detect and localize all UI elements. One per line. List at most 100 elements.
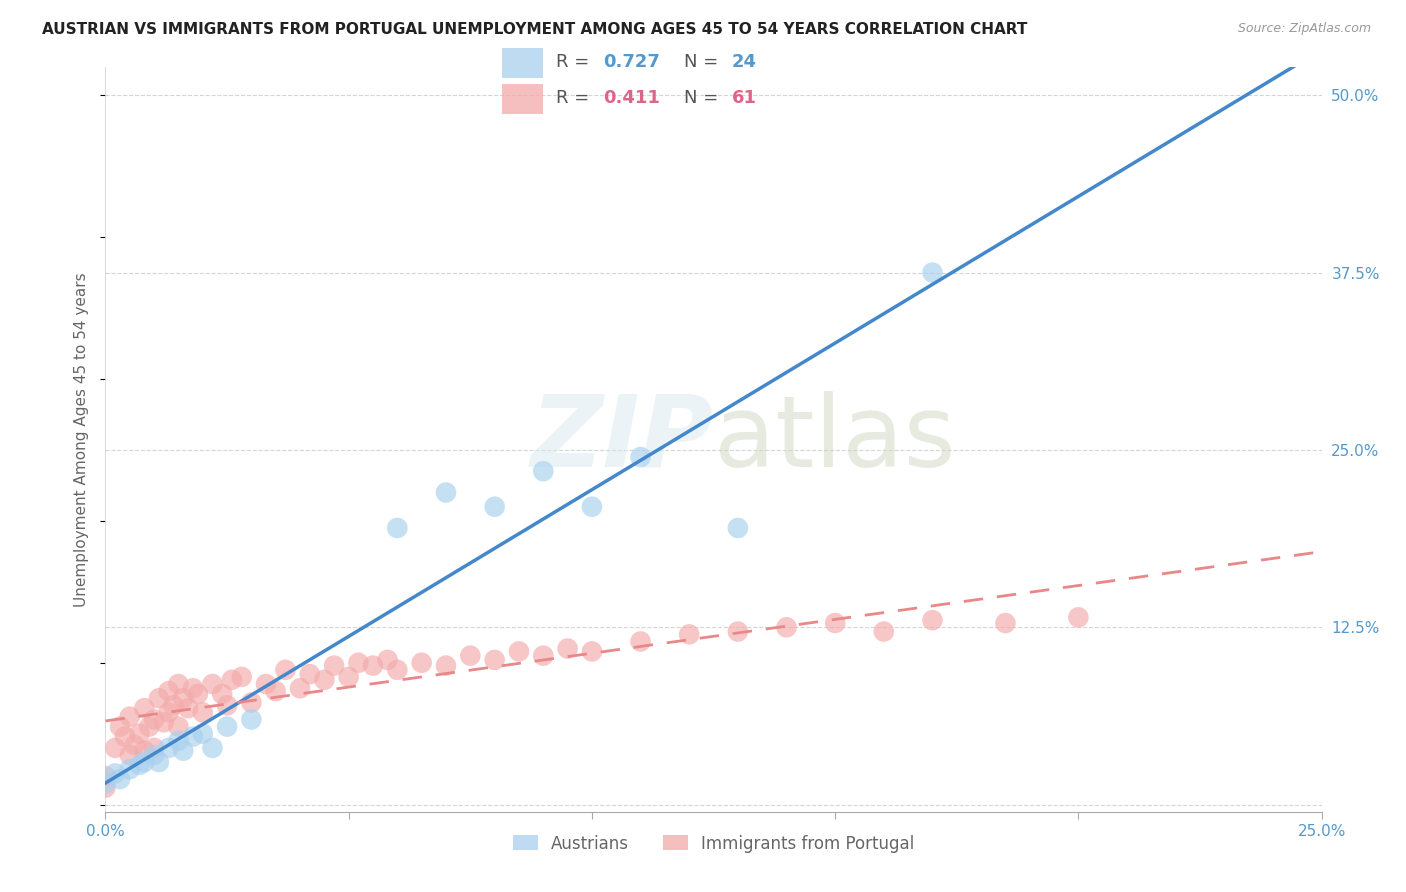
Point [240, 713, 263, 727]
Point [254, 677, 277, 691]
Point [118, 747, 141, 762]
Point [347, 656, 370, 670]
Point [361, 658, 384, 673]
Point [172, 691, 194, 706]
Point [118, 709, 141, 723]
Point [143, 713, 166, 727]
FancyBboxPatch shape [502, 85, 543, 114]
Point [727, 624, 749, 639]
Point [994, 615, 1017, 630]
Point [377, 653, 399, 667]
Point [148, 691, 170, 706]
Point [484, 653, 506, 667]
Point [143, 747, 166, 762]
Point [458, 648, 481, 663]
Point [211, 687, 233, 701]
Legend: Austrians, Immigrants from Portugal: Austrians, Immigrants from Portugal [506, 828, 921, 859]
Text: 61: 61 [731, 89, 756, 107]
Point [128, 758, 150, 772]
Point [531, 648, 554, 663]
Point [274, 663, 297, 677]
Point [191, 727, 214, 741]
Text: ZIP: ZIP [530, 391, 713, 488]
Point [630, 634, 652, 648]
Point [264, 684, 287, 698]
Point [177, 701, 200, 715]
Point [148, 755, 170, 769]
Text: N =: N = [685, 54, 724, 71]
Point [94, 780, 117, 795]
Point [217, 720, 239, 734]
Text: 0.411: 0.411 [603, 89, 661, 107]
Point [323, 658, 346, 673]
Text: AUSTRIAN VS IMMIGRANTS FROM PORTUGAL UNEMPLOYMENT AMONG AGES 45 TO 54 YEARS CORR: AUSTRIAN VS IMMIGRANTS FROM PORTUGAL UNE… [42, 22, 1028, 37]
Point [157, 706, 180, 720]
Point [94, 776, 117, 790]
FancyBboxPatch shape [502, 48, 543, 78]
Point [201, 677, 224, 691]
Point [108, 772, 131, 786]
Point [134, 755, 156, 769]
Point [557, 641, 579, 656]
Point [921, 266, 943, 280]
Point [775, 620, 797, 634]
Point [124, 738, 146, 752]
Point [508, 644, 530, 658]
Point [314, 673, 336, 687]
Text: R =: R = [557, 89, 595, 107]
Point [231, 670, 253, 684]
Point [531, 464, 554, 478]
Point [387, 663, 409, 677]
Point [434, 658, 457, 673]
Point [94, 769, 117, 783]
Point [157, 740, 180, 755]
Point [134, 701, 156, 715]
Point [298, 667, 321, 681]
Point [581, 500, 603, 514]
Point [337, 670, 360, 684]
Point [167, 720, 190, 734]
Point [630, 450, 652, 464]
Point [187, 687, 209, 701]
Text: N =: N = [685, 89, 724, 107]
Point [678, 627, 700, 641]
Point [484, 500, 506, 514]
Point [118, 762, 141, 776]
Point [114, 730, 136, 744]
Point [181, 730, 204, 744]
Point [1067, 610, 1090, 624]
Point [167, 733, 190, 747]
Point [217, 698, 239, 713]
Point [138, 720, 160, 734]
Point [581, 644, 603, 658]
Text: R =: R = [557, 54, 595, 71]
Point [181, 681, 204, 696]
Text: atlas: atlas [713, 391, 955, 488]
Point [108, 720, 131, 734]
Point [128, 727, 150, 741]
Point [167, 677, 190, 691]
Point [434, 485, 457, 500]
Point [172, 744, 194, 758]
Point [191, 706, 214, 720]
Point [387, 521, 409, 535]
Text: 0.727: 0.727 [603, 54, 661, 71]
Point [162, 698, 184, 713]
Point [921, 613, 943, 627]
Point [157, 684, 180, 698]
Text: Source: ZipAtlas.com: Source: ZipAtlas.com [1237, 22, 1371, 36]
Text: 24: 24 [731, 54, 756, 71]
Point [134, 744, 156, 758]
Point [104, 766, 127, 780]
Point [221, 673, 243, 687]
Point [143, 740, 166, 755]
Point [201, 740, 224, 755]
Y-axis label: Unemployment Among Ages 45 to 54 years: Unemployment Among Ages 45 to 54 years [75, 272, 90, 607]
Point [824, 615, 846, 630]
Point [104, 740, 127, 755]
Point [873, 624, 896, 639]
Point [153, 715, 176, 730]
Point [727, 521, 749, 535]
Point [411, 656, 433, 670]
Point [240, 696, 263, 710]
